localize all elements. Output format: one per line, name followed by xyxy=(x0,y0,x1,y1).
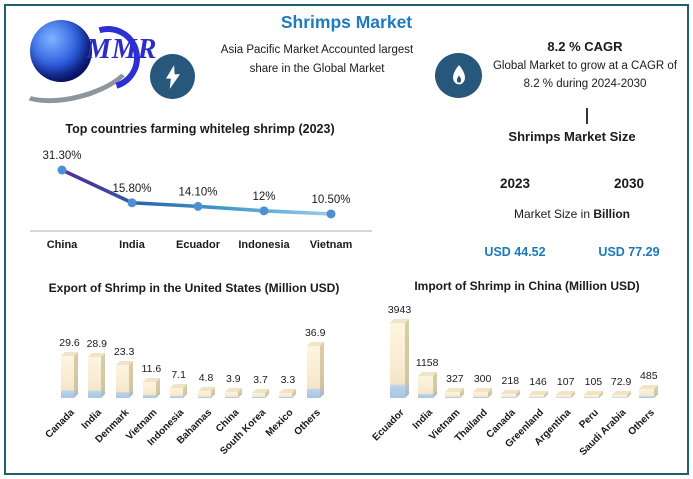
bar-value-label: 28.9 xyxy=(86,337,108,350)
bar-thailand xyxy=(473,392,489,398)
bar-category-label: Peru xyxy=(577,407,602,431)
bar-china xyxy=(224,392,238,398)
point-label: 15.80% xyxy=(112,183,151,195)
flame-icon xyxy=(435,53,482,98)
market-size-values: USD 44.52 USD 77.29 xyxy=(458,245,686,259)
bar-value-label: 29.6 xyxy=(59,336,80,349)
value-2030: USD 77.29 xyxy=(598,245,660,259)
value-2023: USD 44.52 xyxy=(484,245,546,259)
point-label: 14.10% xyxy=(178,186,217,198)
bar-vietnam xyxy=(445,391,461,398)
globe-icon xyxy=(30,20,92,82)
data-point-ecuador xyxy=(193,201,203,211)
bar-india xyxy=(88,356,102,398)
lightning-bolt-glyph xyxy=(165,64,180,89)
year-2023: 2023 xyxy=(499,176,531,191)
point-label: 12% xyxy=(252,191,275,203)
bar-category-label: Canada xyxy=(43,407,78,441)
bar-south-korea xyxy=(252,392,266,398)
bar-bahamas xyxy=(197,391,211,398)
bar-mexico xyxy=(279,393,293,398)
bar-value-label: 23.3 xyxy=(113,345,135,358)
category-label: Vietnam xyxy=(310,239,353,251)
bar-value-label: 485 xyxy=(640,369,658,382)
year-2030: 2030 xyxy=(613,176,645,191)
bar-value-label: 7.1 xyxy=(171,368,186,381)
unit-prefix: Market Size in xyxy=(513,207,594,221)
market-size-unit-label: Market Size in Billion xyxy=(458,207,686,221)
line-chart-title: Top countries farming whiteleg shrimp (2… xyxy=(65,122,335,136)
point-label: 31.30% xyxy=(42,150,81,162)
lightning-icon xyxy=(150,54,195,99)
cagr-block: 8.2 % CAGR Global Market to grow at a CA… xyxy=(487,39,683,94)
cagr-title: 8.2 % CAGR xyxy=(547,39,623,54)
bar-value-label: 105 xyxy=(584,376,603,388)
bar-value-label: 72.9 xyxy=(610,376,632,388)
bar-argentina xyxy=(556,395,572,398)
import-chart-plot: 3943 Ecuador 1158 India 327 Vietnam 300 Thailan… xyxy=(366,278,688,474)
bar-category-label: Others xyxy=(292,407,323,438)
bar-value-label: 218 xyxy=(501,374,520,387)
category-label: Ecuador xyxy=(176,239,221,251)
data-point-china xyxy=(57,165,67,175)
market-size-years: 2023 2030 xyxy=(458,176,686,191)
bar-value-label: 3943 xyxy=(387,304,412,317)
bar-category-label: Mexico xyxy=(263,407,296,440)
bar-category-label: Others xyxy=(625,407,657,438)
bar-others xyxy=(639,388,655,398)
bar-saudi-arabia xyxy=(611,395,627,398)
unit-bold: Billion xyxy=(593,207,631,221)
bar-canada xyxy=(61,355,74,398)
line-chart-svg: 31.30% China 15.80% India 14.10% Ecuador 12% In… xyxy=(30,150,372,251)
highlight-text: Asia Pacific Market Accounted largest sh… xyxy=(220,44,414,75)
bar-category-label: Ecuador xyxy=(371,407,408,444)
bar-value-label: 146 xyxy=(529,376,547,388)
bar-india xyxy=(417,375,433,398)
import-chart: Import of Shrimp in China (Million USD) … xyxy=(366,278,688,474)
bar-denmark xyxy=(115,364,129,398)
bar-value-label: 4.8 xyxy=(198,372,214,385)
category-label: China xyxy=(47,239,78,251)
data-point-vietnam xyxy=(326,209,336,219)
bar-vietnam xyxy=(142,381,156,398)
bar-indonesia xyxy=(170,387,184,398)
flame-glyph xyxy=(452,64,465,84)
bar-category-label: India xyxy=(410,407,435,432)
connector-line xyxy=(586,108,588,124)
bar-value-label: 3.9 xyxy=(225,373,241,386)
bar-value-label: 300 xyxy=(473,373,492,386)
bar-others xyxy=(306,345,320,398)
bar-peru xyxy=(583,395,599,398)
bar-category-label: India xyxy=(80,407,105,432)
bar-value-label: 36.9 xyxy=(304,326,326,339)
logo-mmr: MMR xyxy=(86,34,158,65)
export-chart-plot: 29.6 Canada 28.9 India 23.3 Denmark 11.6 Vietna… xyxy=(28,280,360,472)
bar-ecuador xyxy=(390,323,405,398)
bar-value-label: 3.3 xyxy=(280,374,296,387)
bar-value-label: 107 xyxy=(556,376,575,388)
import-chart-title: Import of Shrimp in China (Million USD) xyxy=(414,279,640,293)
export-chart: Export of Shrimp in the United States (M… xyxy=(28,280,360,472)
bar-value-label: 1158 xyxy=(415,356,439,369)
category-label: Indonesia xyxy=(238,239,290,251)
market-size-title: Shrimps Market Size xyxy=(508,129,636,144)
bar-greenland xyxy=(528,395,544,398)
bar-value-label: 327 xyxy=(446,372,464,385)
data-point-indonesia xyxy=(259,206,269,216)
bar-canada xyxy=(500,393,516,398)
cagr-description: Global Market to grow at a CAGR of 8.2 %… xyxy=(492,60,678,90)
export-chart-title: Export of Shrimp in the United States (M… xyxy=(48,281,340,295)
point-label: 10.50% xyxy=(311,194,350,206)
bar-value-label: 3.7 xyxy=(253,373,268,386)
bar-value-label: 11.6 xyxy=(141,362,162,375)
data-point-india xyxy=(127,198,137,208)
page-title: Shrimps Market xyxy=(280,12,413,32)
category-label: India xyxy=(119,239,146,251)
